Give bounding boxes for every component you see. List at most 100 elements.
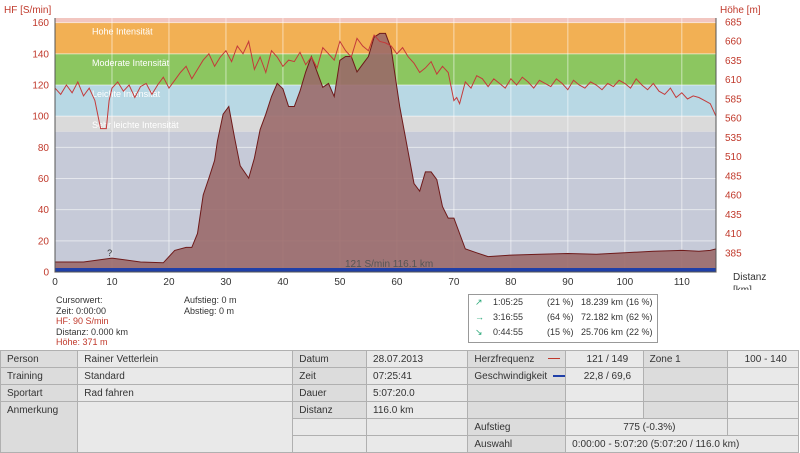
y2-tick-label: 660	[725, 37, 742, 48]
date-value: 28.07.2013	[366, 350, 469, 368]
y-tick-label: 120	[32, 81, 49, 92]
person-label: Person	[0, 350, 79, 368]
heart-rate-swatch	[548, 358, 561, 360]
training-value: Standard	[77, 367, 294, 385]
training-label: Training	[0, 367, 79, 385]
cursor-distance: Distanz: 0.000 km	[56, 326, 129, 337]
altitude-area	[54, 32, 717, 273]
y2-tick-label: 585	[725, 94, 742, 105]
time-value: 07:25:41	[366, 367, 469, 385]
distance-value: 116.0 km	[366, 401, 469, 419]
table-row: Auswahl 0:00:00 - 5:07:20 (5:07:20 / 116…	[1, 435, 799, 453]
sport-value: Rad fahren	[77, 384, 294, 402]
x-tick-label: 110	[674, 277, 690, 288]
zone-distance: 18.239 km	[581, 297, 624, 307]
climb-down: Abstieg: 0 m	[184, 305, 235, 316]
zone-arrow-icon: ↘	[475, 327, 483, 337]
climb-info: Aufstieg: 0 m Abstieg: 0 m	[184, 295, 237, 316]
zone-summary-row: ↘ 0:44:55 (15 %) 25.706 km (22 %)	[469, 325, 657, 340]
x-tick-label: 10	[106, 277, 118, 288]
speed-bar	[55, 268, 716, 272]
cursor-hr: HF: 90 S/min	[56, 316, 109, 326]
speed-swatch	[553, 374, 566, 377]
zone-distance-pct: (22 %)	[626, 327, 653, 337]
cursor-time: Zeit: 0:00:00	[56, 305, 107, 316]
climb-label: Aufstieg	[467, 418, 567, 436]
zone-time: 0:44:55	[493, 327, 524, 337]
cursor-altitude: Höhe: 371 m	[56, 337, 108, 347]
x-tick-label: 40	[277, 277, 289, 288]
y2-tick-label: 385	[725, 248, 742, 259]
zone-label: Zone 1	[642, 350, 728, 368]
y2-tick-label: 485	[725, 171, 742, 182]
speed-value: 22,8 / 69,6	[565, 367, 644, 385]
y-tick-label: 20	[38, 236, 50, 247]
zone-distance: 72.182 km	[581, 312, 624, 322]
person-value: Rainer Vetterlein	[77, 350, 294, 368]
x-tick-label: 60	[391, 277, 403, 288]
x-tick-label: 100	[616, 277, 633, 288]
x-tick-label: 90	[562, 277, 574, 288]
y2-axis-label: Höhe [m]	[720, 5, 761, 16]
heart-rate-line	[54, 34, 717, 130]
date-label: Datum	[292, 350, 368, 368]
hr-altitude-chart[interactable]: Maximale IntensitätHohe IntensitätModera…	[0, 0, 800, 290]
zone-label: Leichte Intensität	[92, 89, 161, 99]
zone-label: Hohe Intensität	[92, 27, 153, 37]
x-axis-unit: [km]	[733, 285, 752, 290]
x-tick-label: 20	[163, 277, 175, 288]
zone-label: Moderate Intensität	[92, 58, 170, 68]
y-tick-label: 0	[43, 268, 49, 279]
zone-time: 1:05:25	[493, 297, 524, 307]
zone-summary-row: → 3:16:55 (64 %) 72.182 km (62 %)	[469, 310, 657, 325]
y-axis-label: HF [S/min]	[4, 5, 51, 16]
note-value	[77, 401, 294, 453]
speed-label: Geschwindigkeit	[467, 367, 567, 385]
climb-value: 775 (-0.3%)	[565, 418, 728, 436]
x-tick-label: 30	[220, 277, 232, 288]
heart-rate-label: Herzfrequenz	[467, 350, 567, 368]
climb-up: Aufstieg: 0 m	[184, 295, 237, 305]
zone-time-pct: (21 %)	[547, 297, 574, 307]
y-tick-label: 100	[32, 112, 49, 123]
duration-label: Dauer	[292, 384, 368, 402]
duration-value: 5:07:20.0	[366, 384, 469, 402]
zone-band	[55, 18, 716, 23]
time-label: Zeit	[292, 367, 368, 385]
y2-tick-label: 535	[725, 133, 742, 144]
zone-summary-row: ↗ 1:05:25 (21 %) 18.239 km (16 %)	[469, 295, 657, 310]
axes: 0204060801001201401603854104354604855105…	[32, 17, 766, 290]
summary-table: Person Rainer Vetterlein Datum 28.07.201…	[0, 350, 799, 453]
zone-distance: 25.706 km	[581, 327, 624, 337]
y-tick-label: 40	[38, 205, 50, 216]
y2-tick-label: 410	[725, 229, 742, 240]
table-row: Sportart Rad fahren Dauer 5:07:20.0	[0, 384, 799, 402]
zone-distance-pct: (16 %)	[626, 297, 653, 307]
sport-label: Sportart	[0, 384, 79, 402]
cursor-readout: 121 S/min 116.1 km	[345, 259, 433, 270]
y2-tick-label: 435	[725, 210, 742, 221]
zone-time-pct: (15 %)	[547, 327, 574, 337]
y-tick-label: 80	[38, 143, 50, 154]
y-tick-label: 160	[32, 18, 49, 29]
y2-tick-label: 610	[725, 75, 742, 86]
cursor-title: Cursorwert:	[56, 295, 103, 305]
zone-arrow-icon: →	[475, 312, 484, 322]
zone-arrow-icon: ↗	[475, 297, 483, 307]
y2-tick-label: 560	[725, 114, 742, 125]
table-row: Training Standard Zeit 07:25:41 Geschwin…	[0, 367, 799, 385]
y-tick-label: 140	[32, 49, 49, 60]
table-row: Person Rainer Vetterlein Datum 28.07.201…	[0, 350, 799, 368]
x-tick-label: 0	[52, 277, 58, 288]
table-row: Anmerkung Distanz 116.0 km	[0, 401, 799, 453]
table-row: Aufstieg 775 (-0.3%)	[1, 418, 799, 436]
zone-summary-box: ↗ 1:05:25 (21 %) 18.239 km (16 %) → 3:16:55 (64…	[468, 294, 658, 343]
zone-range: 100 - 140	[726, 350, 799, 368]
x-tick-label: 70	[448, 277, 460, 288]
note-label: Anmerkung	[0, 401, 79, 453]
x-tick-label: 80	[505, 277, 517, 288]
y2-tick-label: 685	[725, 17, 742, 28]
heart-rate-value: 121 / 149	[565, 350, 644, 368]
zone-time: 3:16:55	[493, 312, 524, 322]
x-axis-label: Distanz	[733, 272, 766, 283]
